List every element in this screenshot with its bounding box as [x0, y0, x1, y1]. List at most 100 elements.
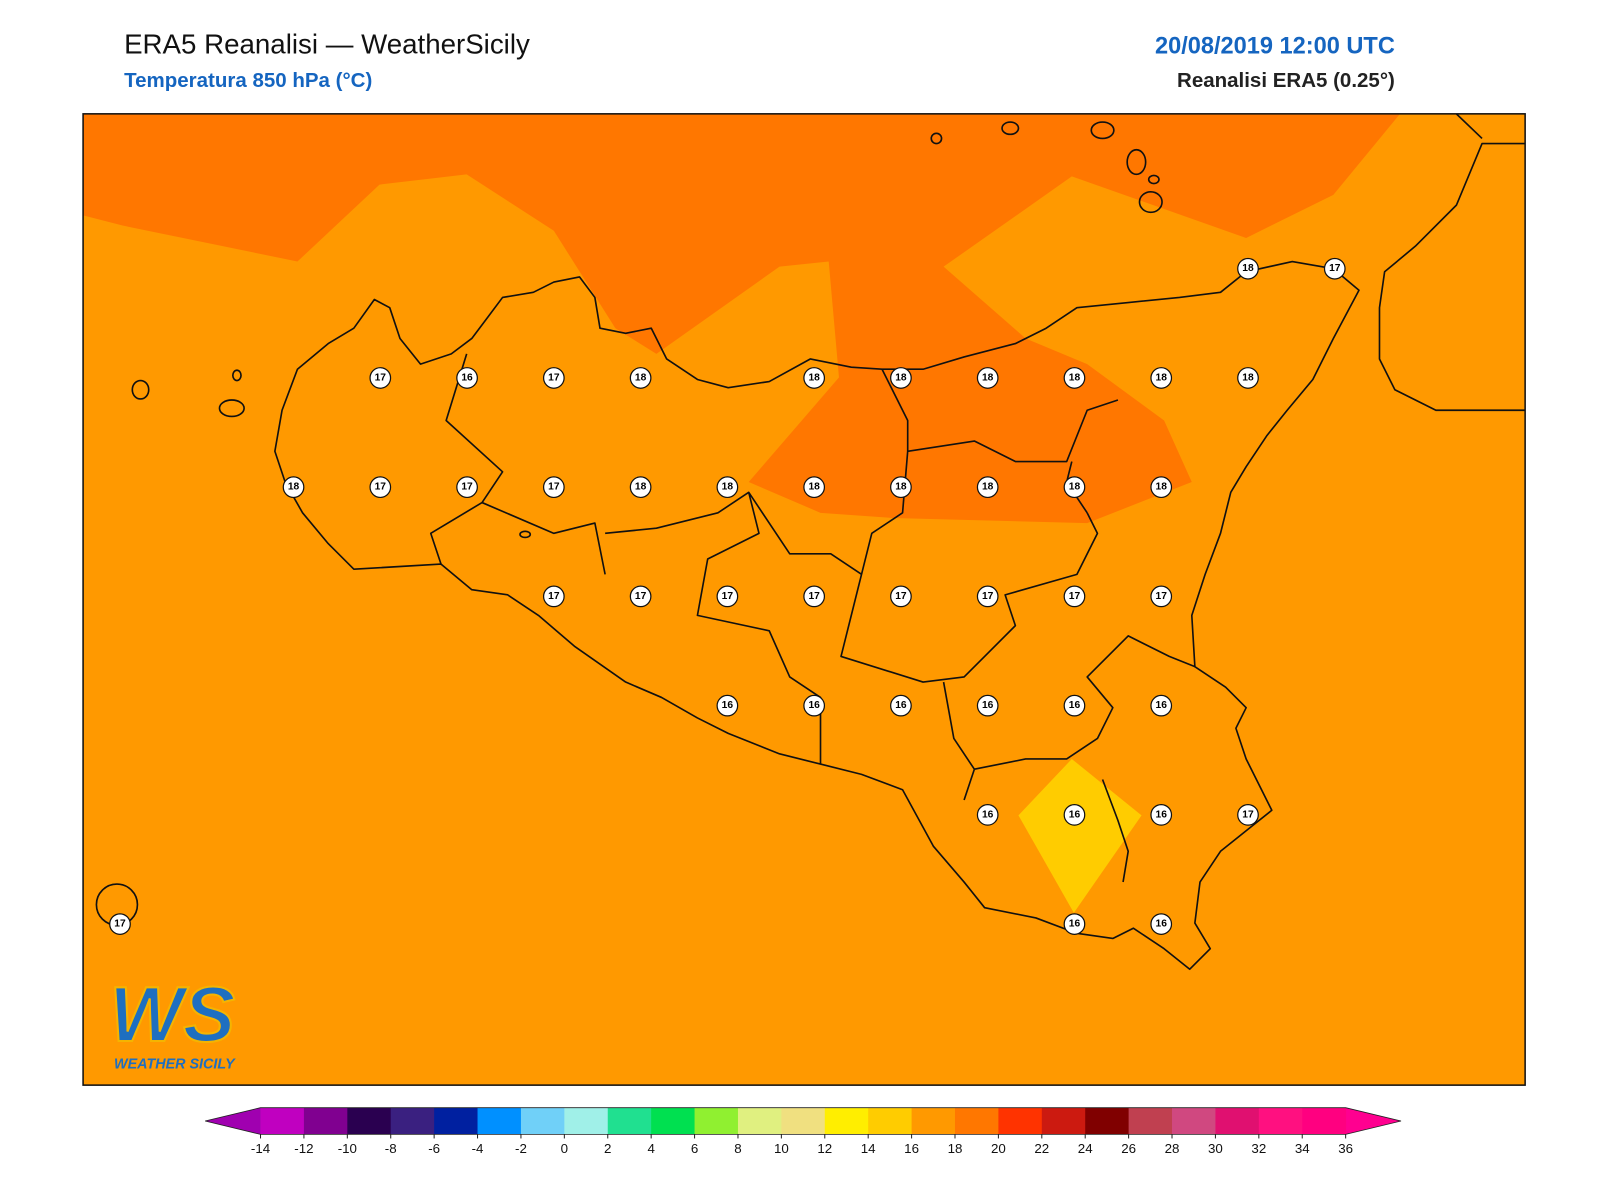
- colorbar-bin: [1041, 1107, 1086, 1135]
- station-marker: [542, 476, 565, 499]
- colorbar-bin: [694, 1107, 739, 1135]
- colorbar-label: 26: [1121, 1141, 1136, 1156]
- station-marker: [369, 367, 392, 389]
- colorbar-label: -8: [385, 1141, 397, 1156]
- colorbar-label: 36: [1338, 1141, 1353, 1156]
- colorbar-bin: [954, 1107, 999, 1135]
- station-value: 17: [548, 591, 560, 602]
- station-marker: [1150, 476, 1173, 499]
- station-value: 17: [114, 919, 126, 930]
- station-value: 18: [895, 482, 907, 493]
- station-value: 17: [1156, 591, 1168, 602]
- date: 20/08/2019 12:00 UTC: [1155, 32, 1395, 58]
- station-value: 18: [635, 372, 647, 383]
- station-value: 18: [1156, 482, 1168, 493]
- station-marker: [803, 585, 826, 608]
- warm-area: [83, 113, 1400, 524]
- station-value: 18: [982, 482, 994, 493]
- colorbar-bin: [607, 1107, 652, 1135]
- station-value: 17: [375, 482, 387, 493]
- islands: [95, 121, 1163, 926]
- station-value: 16: [982, 809, 994, 820]
- colorbar-bin: [737, 1107, 782, 1135]
- station-marker: [1063, 803, 1086, 826]
- colorbar-bin: [868, 1107, 913, 1135]
- colorbar-bin: [1302, 1107, 1347, 1135]
- station-value: 16: [1156, 919, 1168, 930]
- station-value: 18: [288, 482, 300, 493]
- colorbar-bin: [347, 1107, 392, 1135]
- station-marker: [976, 694, 999, 717]
- logo-name: WEATHER SICILY: [114, 1057, 236, 1073]
- station-marker: [716, 585, 739, 608]
- station-marker: [1323, 257, 1346, 280]
- station-marker: [890, 367, 912, 389]
- station-value: 17: [1329, 263, 1341, 274]
- station-value: 18: [1242, 263, 1254, 274]
- station-value: 16: [895, 700, 907, 711]
- colorbar-label: 30: [1208, 1141, 1223, 1156]
- stations: 18 17 17 16 17 18 18 18 18 18 18 18 18 17 17 17 18 18 18 18…: [109, 257, 1346, 935]
- station-value: 17: [1242, 809, 1254, 820]
- colorbar-label: -14: [251, 1141, 271, 1156]
- calabria-coast: [1378, 113, 1526, 412]
- station-value: 18: [1156, 372, 1168, 383]
- colorbar-label: -4: [472, 1141, 484, 1156]
- station-marker: [1237, 803, 1259, 826]
- station-value: 18: [808, 482, 820, 493]
- colorbar-bin: [477, 1107, 522, 1135]
- station-value: 18: [1069, 482, 1081, 493]
- colorbar-bin: [1172, 1107, 1216, 1135]
- station-value: 16: [982, 700, 994, 711]
- station-marker: [456, 476, 478, 499]
- station-value: 18: [1242, 372, 1254, 383]
- station-marker: [976, 585, 999, 608]
- colorbar-label: 18: [948, 1141, 963, 1156]
- station-value: 17: [722, 591, 734, 602]
- colorbar-bin: [434, 1107, 479, 1135]
- station-value: 16: [722, 700, 734, 711]
- station-value: 17: [1069, 591, 1081, 602]
- colorbar-bin: [1128, 1107, 1173, 1135]
- colorbar-label: 32: [1251, 1141, 1266, 1156]
- colorbar-bin: [651, 1107, 696, 1135]
- colorbar-label: 34: [1295, 1141, 1310, 1156]
- station-value: 17: [808, 591, 820, 602]
- station-marker: [1063, 913, 1086, 935]
- station-value: 18: [982, 372, 994, 383]
- colorbar-label: 24: [1078, 1141, 1093, 1156]
- station-value: 17: [895, 591, 907, 602]
- station-marker: [456, 367, 478, 389]
- station-value: 17: [548, 372, 560, 383]
- colorbar-bin: [260, 1107, 305, 1135]
- colorbar-bin: [781, 1107, 826, 1135]
- station-value: 18: [895, 372, 907, 383]
- station-marker: [890, 476, 912, 499]
- station-marker: [1063, 367, 1086, 389]
- station-marker: [890, 585, 912, 608]
- colorbar-label: 10: [774, 1141, 789, 1156]
- colorbar-label: 0: [561, 1141, 568, 1156]
- colorbar-label: 2: [604, 1141, 611, 1156]
- station-value: 17: [548, 482, 560, 493]
- colorbar-label: -10: [338, 1141, 357, 1156]
- station-value: 16: [808, 700, 820, 711]
- colorbar-bin: [1215, 1107, 1260, 1135]
- station-marker: [1150, 367, 1173, 389]
- logo-mark: WS: [110, 970, 236, 1058]
- colorbar-bin: [998, 1107, 1043, 1135]
- station-marker: [803, 367, 826, 389]
- station-marker: [803, 694, 826, 717]
- station-value: 16: [1156, 809, 1168, 820]
- station-marker: [369, 476, 392, 499]
- station-marker: [976, 803, 999, 826]
- cool-area: [1018, 758, 1142, 913]
- map-frame: [82, 113, 1526, 1086]
- colorbar-bin: [303, 1107, 348, 1135]
- station-value: 18: [808, 372, 820, 383]
- colorbar-over: [1345, 1107, 1402, 1135]
- station-value: 16: [1156, 700, 1168, 711]
- station-marker: [629, 585, 652, 608]
- subtitle: Temperatura 850 hPa (°C): [124, 69, 372, 92]
